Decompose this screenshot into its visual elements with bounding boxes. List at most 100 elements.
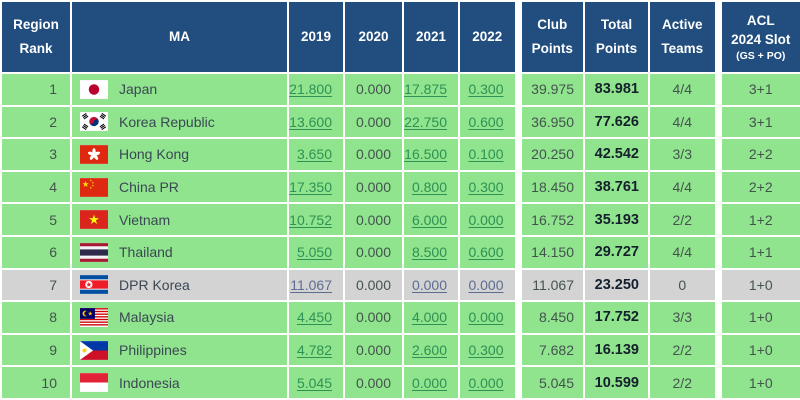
table-row: 1 Japan 21.800 0.000 17.875 0.300 39.975… — [0, 72, 800, 107]
points-2021-link[interactable]: 8.500 — [411, 244, 447, 261]
japan-flag-icon — [80, 79, 108, 99]
acl-slot-cell: 1+0 — [714, 365, 800, 400]
points-2022-cell: 0.600 — [458, 104, 519, 140]
points-2019-cell: 4.782 — [287, 332, 345, 368]
total-points-cell: 29.727 — [583, 234, 650, 270]
points-2022-link[interactable]: 0.300 — [468, 179, 504, 196]
active-teams-cell: 2/2 — [648, 365, 719, 400]
points-2022-cell: 0.000 — [458, 267, 519, 303]
points-2019-link[interactable]: 5.050 — [296, 244, 332, 261]
malaysia-flag-icon — [80, 307, 108, 327]
points-2021-cell: 4.000 — [402, 300, 460, 335]
points-2021-link[interactable]: 16.500 — [404, 146, 447, 163]
points-2021-link[interactable]: 6.000 — [411, 211, 447, 228]
points-2021-link[interactable]: 2.600 — [411, 342, 447, 359]
points-2021-link[interactable]: 4.000 — [411, 309, 447, 326]
points-2019-cell: 3.650 — [287, 137, 345, 172]
points-2022-cell: 0.000 — [458, 365, 519, 400]
korea-republic-flag-icon — [80, 112, 108, 132]
points-2022-link[interactable]: 0.300 — [468, 342, 504, 359]
points-2022-cell: 0.300 — [458, 169, 519, 205]
points-2022-link[interactable]: 0.600 — [468, 113, 504, 130]
ma-cell: DPR Korea — [70, 267, 289, 303]
points-2019-cell: 21.800 — [287, 72, 345, 107]
region-rank-cell: 8 — [0, 300, 72, 335]
col-header-acl-2024-slot: ACL 2024 Slot (GS + PO) — [714, 0, 800, 74]
points-2021-link[interactable]: 0.800 — [411, 179, 447, 196]
active-teams-cell: 0 — [648, 267, 719, 303]
points-2019-link[interactable]: 10.752 — [289, 211, 332, 228]
points-2021-link[interactable]: 22.750 — [404, 113, 447, 130]
points-2019-link[interactable]: 11.067 — [290, 276, 332, 293]
total-points-cell: 23.250 — [583, 267, 650, 303]
points-2019-cell: 4.450 — [287, 300, 345, 335]
philippines-flag-icon — [80, 340, 108, 360]
points-2019-link[interactable]: 4.450 — [296, 309, 332, 326]
points-2019-link[interactable]: 3.650 — [296, 146, 332, 163]
points-2021-link[interactable]: 0.000 — [411, 276, 447, 293]
points-2022-link[interactable]: 0.100 — [468, 146, 504, 163]
points-2022-link[interactable]: 0.000 — [468, 309, 504, 326]
points-2020-cell: 0.000 — [343, 365, 404, 400]
acl-slot-cell: 1+2 — [714, 202, 800, 237]
active-teams-cell: 4/4 — [648, 169, 719, 205]
points-2022-cell: 0.000 — [458, 202, 519, 237]
points-2022-cell: 0.100 — [458, 137, 519, 172]
ma-cell: Thailand — [70, 234, 289, 270]
points-2019-link[interactable]: 5.045 — [296, 374, 332, 391]
points-2021-link[interactable]: 17.875 — [404, 81, 447, 98]
ma-name: Malaysia — [119, 309, 175, 326]
points-2020-cell: 0.000 — [343, 169, 404, 205]
col-header-2021: 2021 — [402, 0, 460, 74]
acl-slot-cell: 1+0 — [714, 300, 800, 335]
points-2019-link[interactable]: 17.350 — [289, 179, 332, 196]
ma-name: Japan — [119, 81, 158, 98]
points-2020-cell: 0.000 — [343, 267, 404, 303]
total-points-cell: 35.193 — [583, 202, 650, 237]
acl-slot-cell: 2+2 — [714, 137, 800, 172]
table-row: 8 — [0, 300, 800, 335]
total-points-cell: 83.981 — [583, 72, 650, 107]
points-2019-cell: 17.350 — [287, 169, 345, 205]
col-header-region-rank: Region Rank — [0, 0, 72, 74]
points-2021-cell: 8.500 — [402, 234, 460, 270]
hong-kong-flag-icon — [80, 144, 108, 164]
points-2021-link[interactable]: 0.000 — [411, 374, 447, 391]
active-teams-cell: 3/3 — [648, 300, 719, 335]
points-2020-cell: 0.000 — [343, 72, 404, 107]
points-2019-cell: 11.067 — [287, 267, 345, 303]
points-2022-link[interactable]: 0.300 — [468, 81, 504, 98]
club-points-cell: 18.450 — [514, 169, 585, 205]
acl-header-subtitle: (GS + PO) — [736, 50, 786, 63]
points-2022-cell: 0.600 — [458, 234, 519, 270]
points-2020-cell: 0.000 — [343, 300, 404, 335]
points-2019-link[interactable]: 4.782 — [296, 342, 332, 359]
club-points-cell: 11.067 — [514, 267, 585, 303]
col-header-2020: 2020 — [343, 0, 404, 74]
points-2021-cell: 0.000 — [402, 365, 460, 400]
header-row: Region Rank MA 2019 2020 2021 2022 Club … — [0, 0, 800, 74]
total-points-cell: 17.752 — [583, 300, 650, 335]
acl-slot-cell: 1+0 — [714, 267, 800, 303]
col-header-ma: MA — [70, 0, 289, 74]
total-points-cell: 16.139 — [583, 332, 650, 368]
club-points-cell: 5.045 — [514, 365, 585, 400]
points-2022-cell: 0.000 — [458, 300, 519, 335]
points-2019-link[interactable]: 21.800 — [289, 81, 332, 98]
points-2019-link[interactable]: 13.600 — [289, 113, 332, 130]
ma-name: Indonesia — [119, 374, 180, 391]
table-row: 2 — [0, 104, 800, 140]
points-2022-link[interactable]: 0.600 — [468, 244, 504, 261]
points-2019-cell: 5.050 — [287, 234, 345, 270]
points-2022-link[interactable]: 0.000 — [468, 374, 504, 391]
points-2020-cell: 0.000 — [343, 104, 404, 140]
ma-cell: Malaysia — [70, 300, 289, 335]
ma-cell: Korea Republic — [70, 104, 289, 140]
indonesia-flag-icon — [80, 373, 108, 393]
acl-slot-cell: 1+1 — [714, 234, 800, 270]
points-2019-cell: 13.600 — [287, 104, 345, 140]
points-2021-cell: 16.500 — [402, 137, 460, 172]
points-2022-link[interactable]: 0.000 — [468, 211, 504, 228]
points-2022-link[interactable]: 0.000 — [468, 276, 504, 293]
